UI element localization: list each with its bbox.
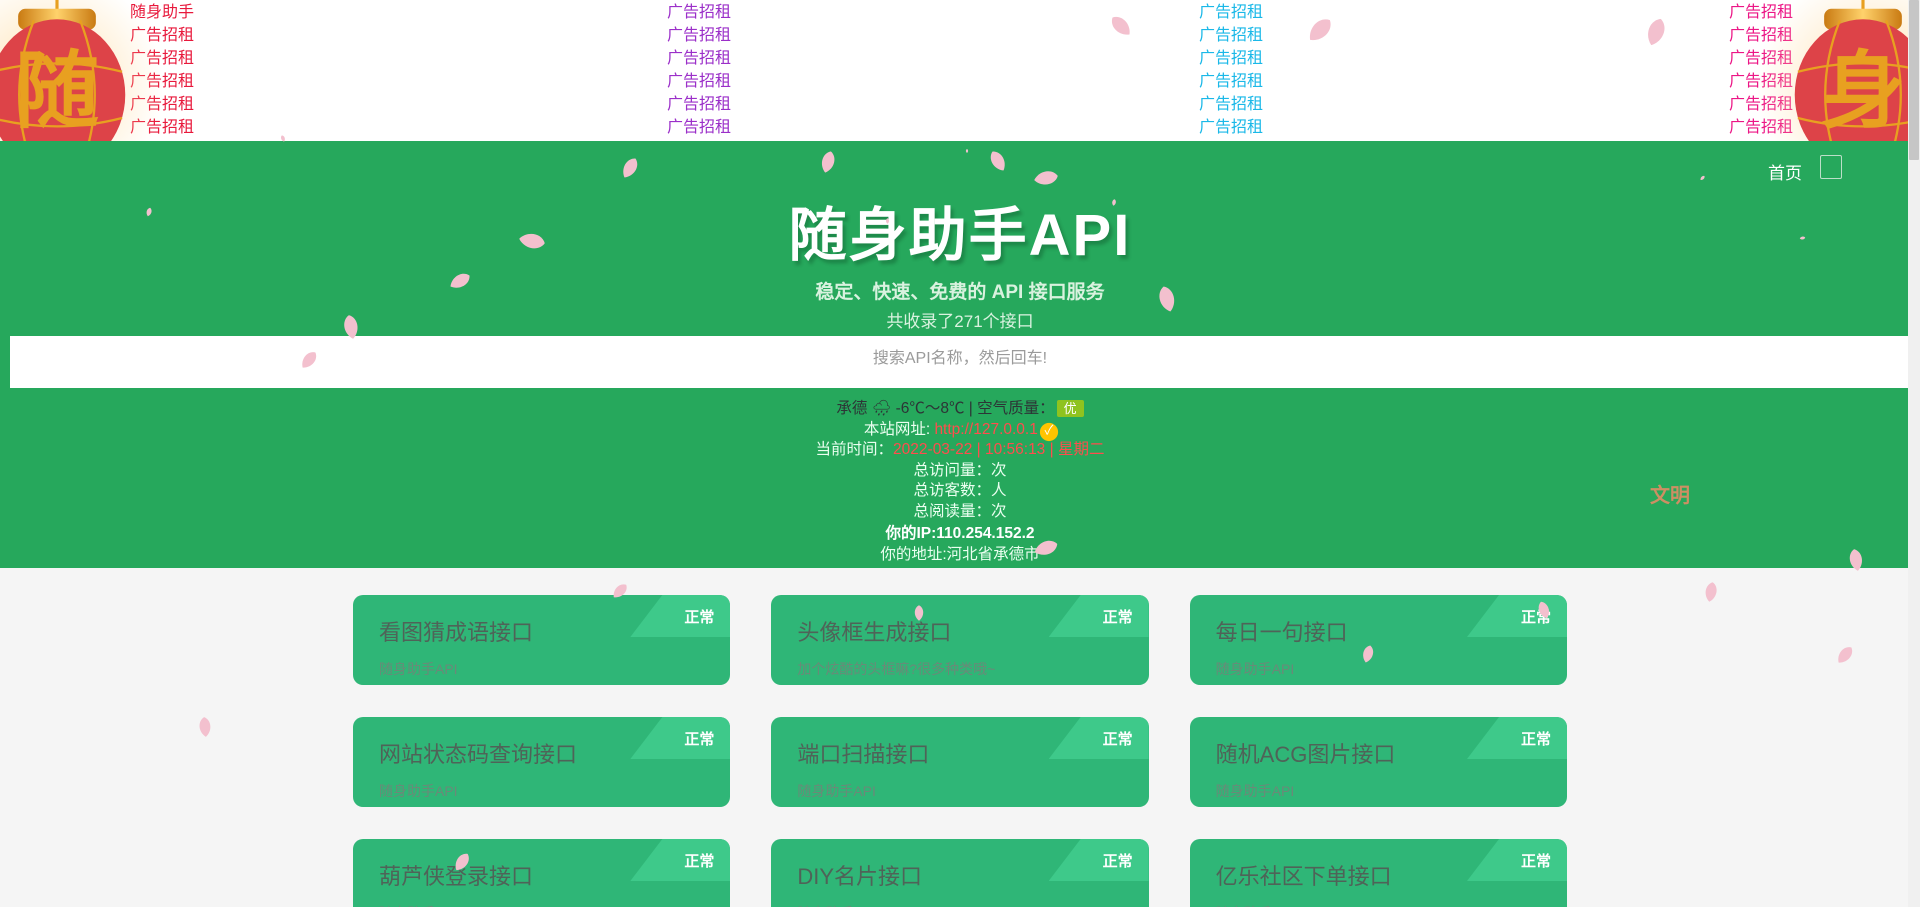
- svg-text:随: 随: [15, 44, 99, 138]
- svg-text:身: 身: [1821, 44, 1905, 138]
